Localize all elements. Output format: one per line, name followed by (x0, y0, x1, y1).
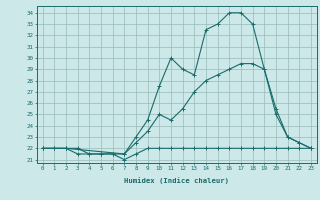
X-axis label: Humidex (Indice chaleur): Humidex (Indice chaleur) (124, 177, 229, 184)
